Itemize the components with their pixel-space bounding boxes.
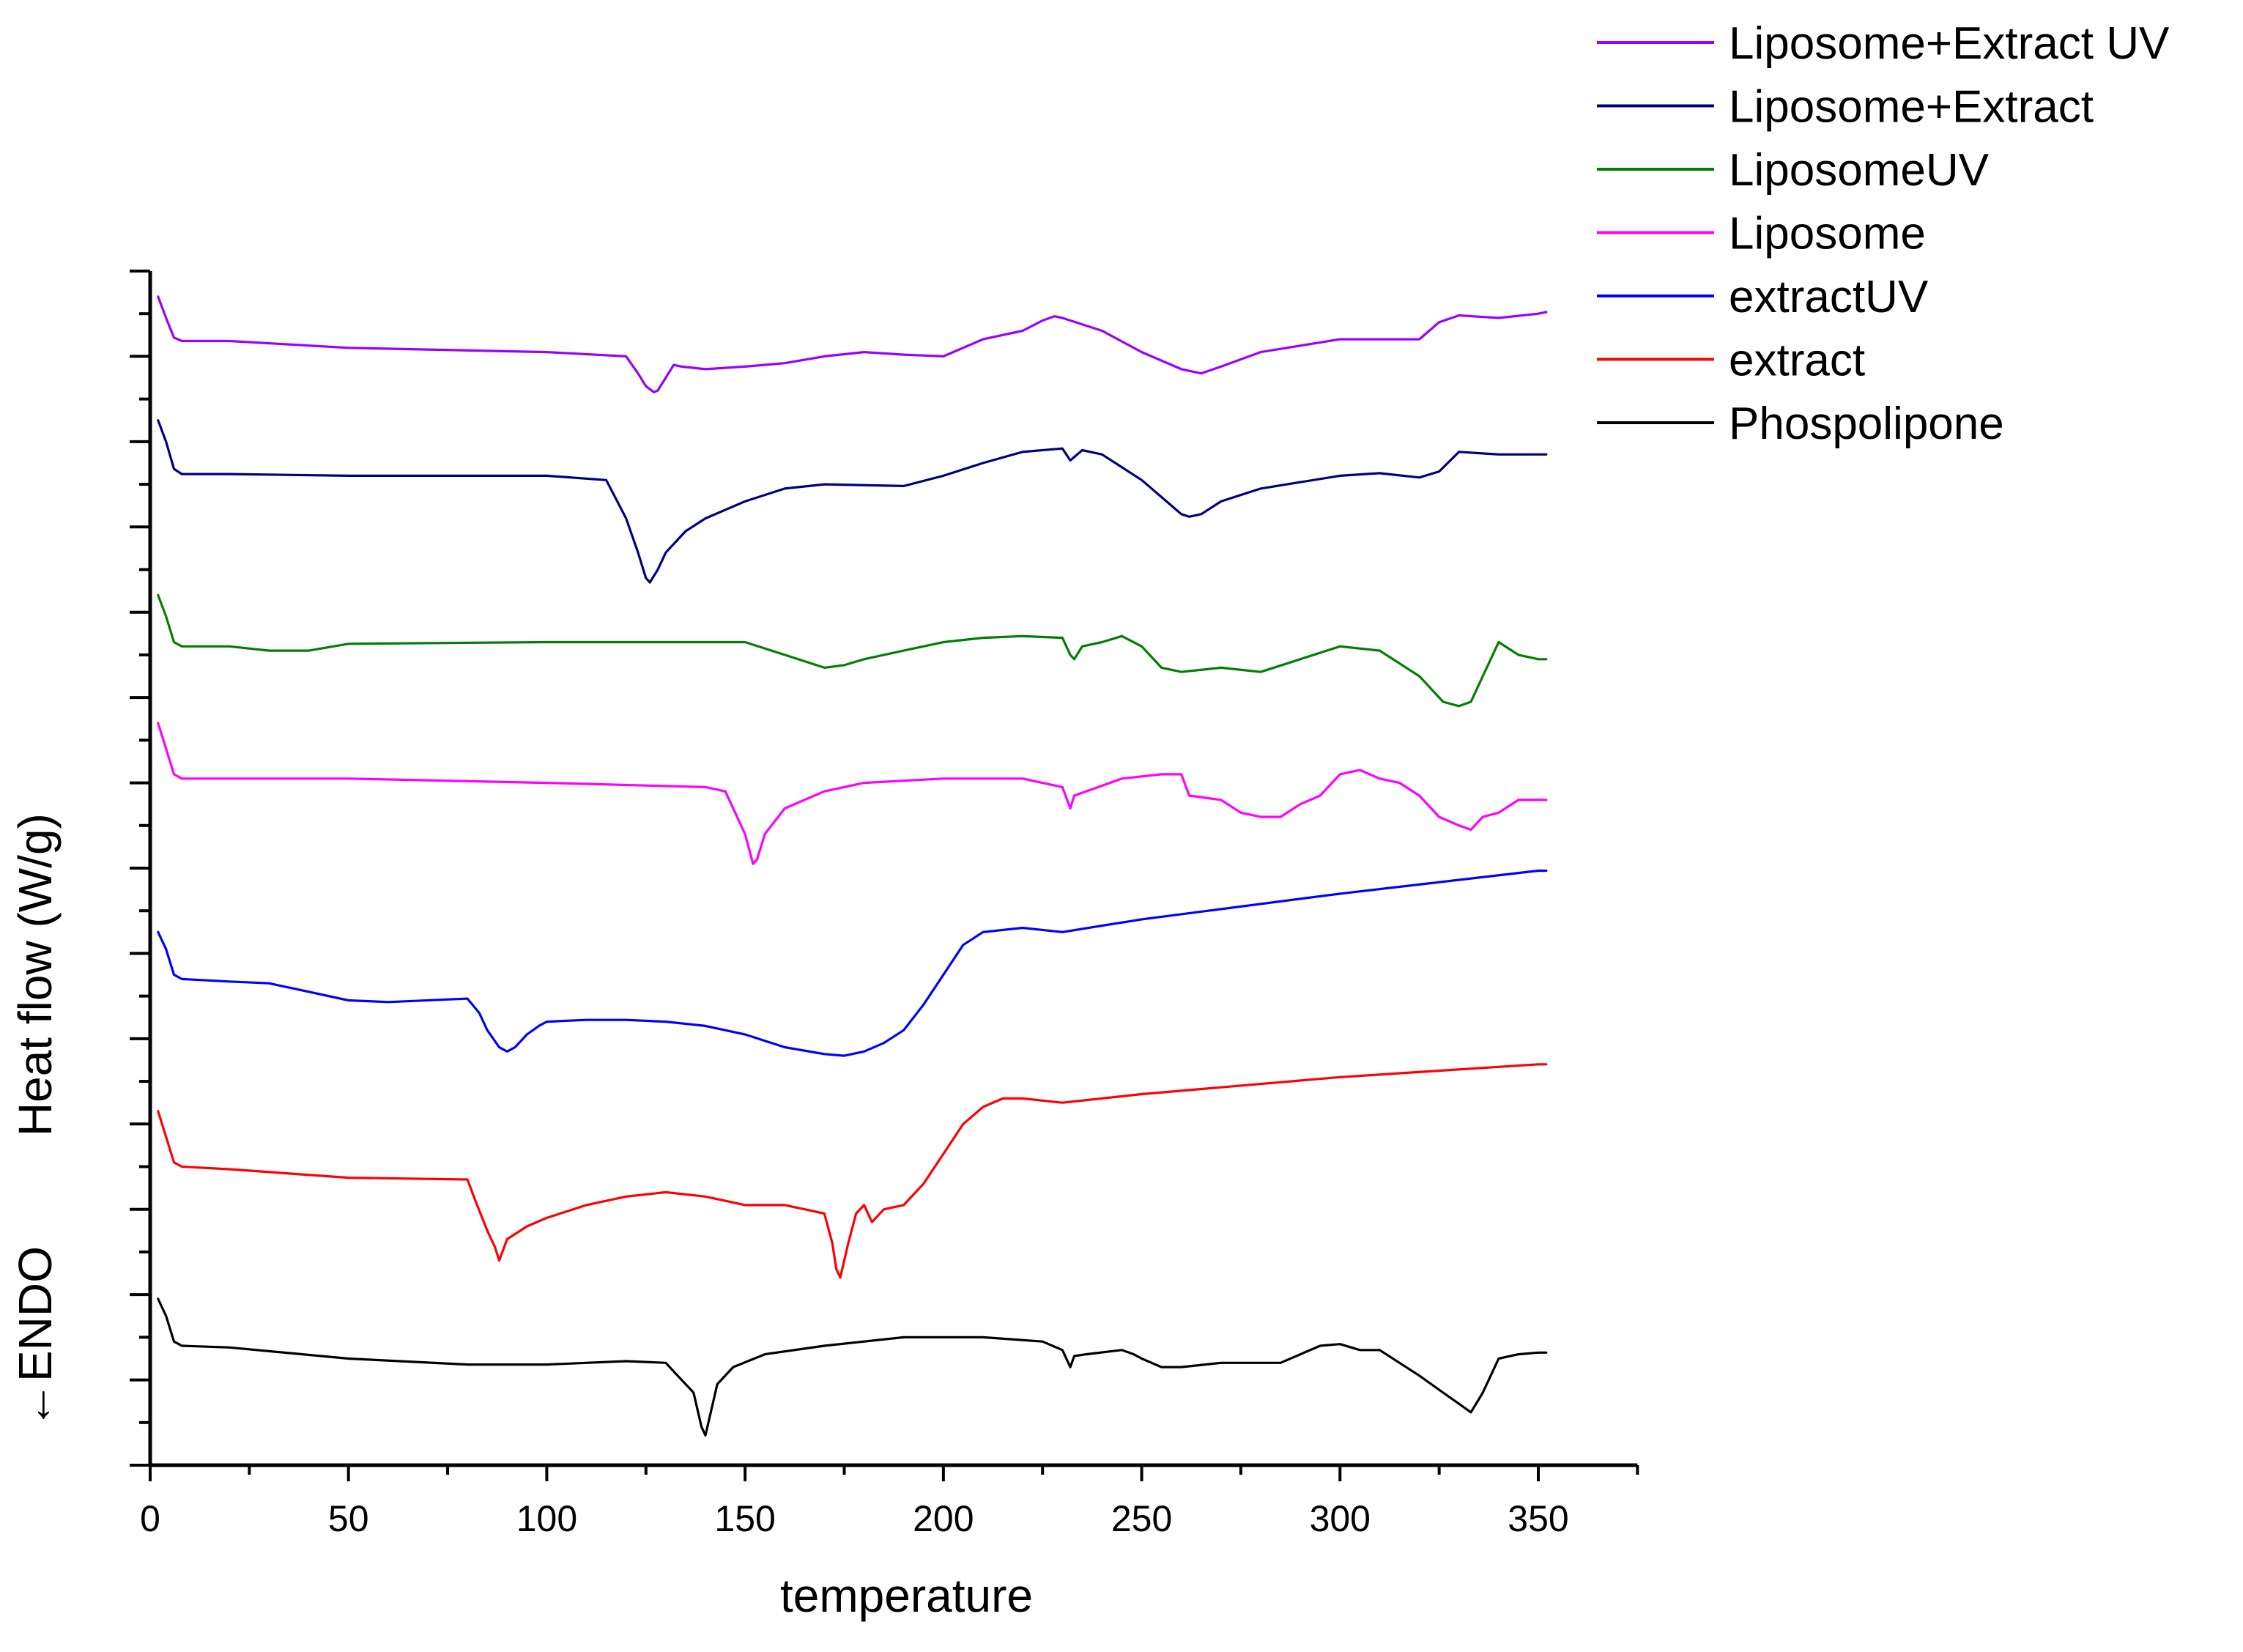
series-line-extractuv [157,869,1548,1057]
series-line-liposome [157,722,1548,865]
legend-entry-label: extractUV [1729,272,1929,322]
series-line-liposomeuv [157,593,1548,708]
y-axis-title: Heat flow (W/g) [9,813,62,1136]
series-line-liposome-extract [157,419,1548,584]
endo-marker: ←ENDO [9,1246,62,1429]
legend-entry-label: extract [1729,336,1865,386]
x-tick-label: 0 [140,1498,160,1539]
legend-entry-label: Liposome+Extract [1729,82,2094,133]
x-tick-label: 250 [1111,1498,1172,1539]
legend: Liposome+Extract UV Liposome+Extract Lipos… [1597,18,2170,449]
x-ticks: 0 50 100 150 200 250 300 350 [140,1465,1639,1539]
x-tick-label: 300 [1310,1498,1371,1539]
series-line-extract [157,1063,1548,1279]
x-tick-label: 50 [328,1498,369,1539]
y-ticks [130,270,150,1467]
axes [148,271,1638,1467]
x-tick-label: 200 [913,1498,974,1539]
legend-entry-label: Liposome [1729,209,1926,259]
series-line-liposome-extract-uv [157,295,1548,393]
x-tick-label: 100 [516,1498,577,1539]
y-axis-label: ←ENDO Heat flow (W/g) [9,813,62,1429]
series-layer [157,295,1548,1437]
legend-entry-label: Liposome+Extract UV [1729,18,2170,69]
series-line-phospolipone [157,1297,1548,1437]
legend-entry-label: LiposomeUV [1729,145,1990,196]
x-tick-label: 350 [1508,1498,1568,1539]
legend-entry-label: Phospolipone [1729,399,2004,449]
x-axis-label: temperature [780,1569,1033,1622]
x-tick-label: 150 [714,1498,775,1539]
